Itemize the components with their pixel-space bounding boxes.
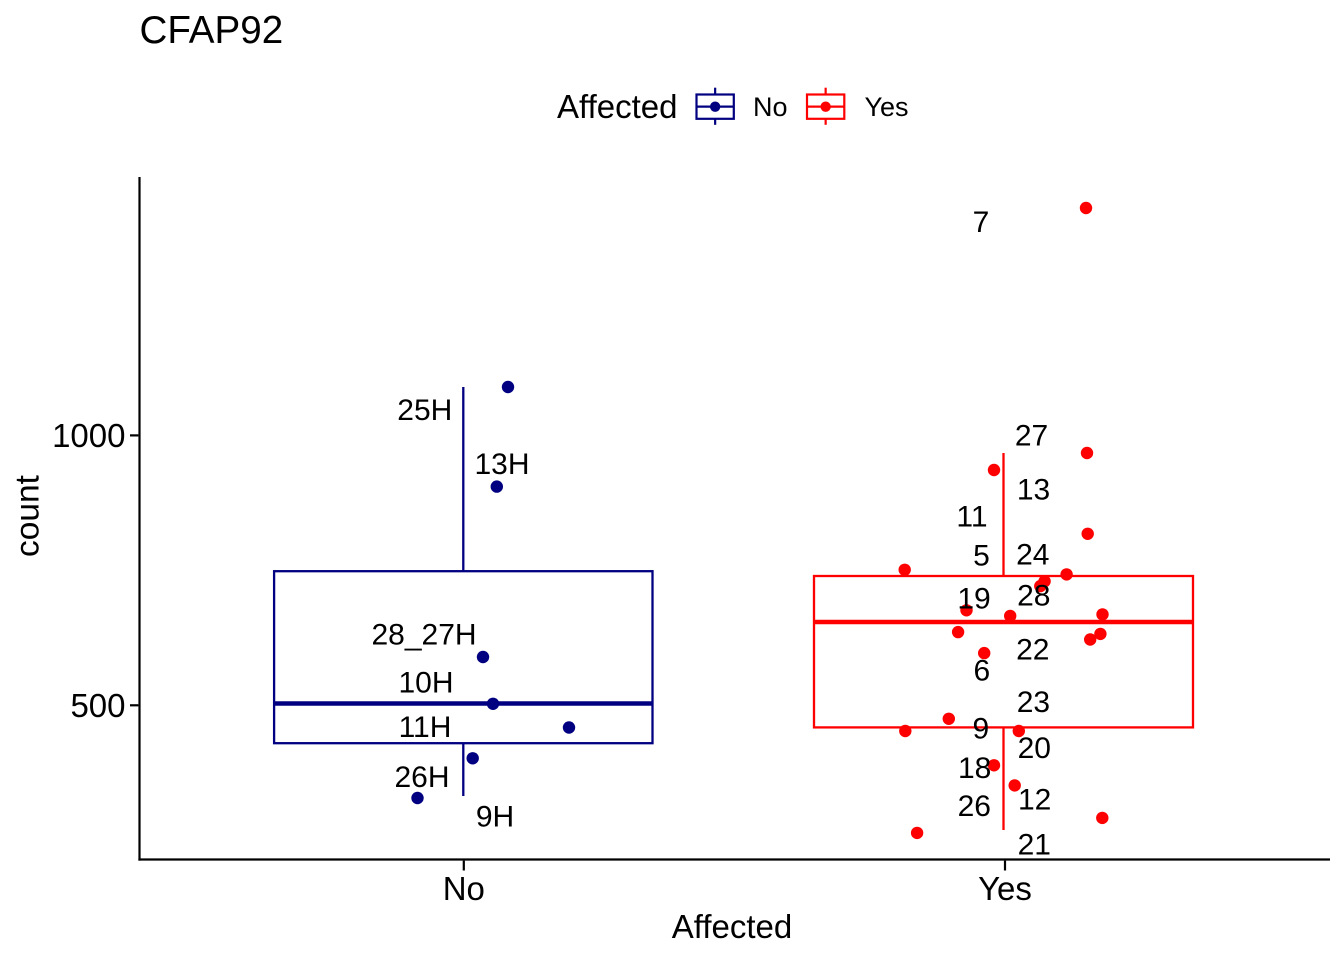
- svg-text:Affected: Affected: [672, 908, 792, 945]
- svg-text:11: 11: [956, 501, 987, 534]
- svg-text:count: count: [10, 474, 47, 557]
- svg-text:CFAP92: CFAP92: [140, 9, 284, 52]
- svg-text:27: 27: [1015, 420, 1048, 453]
- svg-text:No: No: [443, 870, 485, 907]
- svg-text:28_27H: 28_27H: [371, 619, 476, 652]
- svg-text:22: 22: [1016, 633, 1049, 666]
- svg-text:7: 7: [973, 206, 990, 239]
- svg-text:6: 6: [973, 655, 990, 688]
- svg-text:9: 9: [972, 713, 989, 746]
- svg-text:1000: 1000: [52, 417, 125, 454]
- svg-text:500: 500: [70, 687, 125, 724]
- svg-text:5: 5: [973, 539, 990, 572]
- svg-text:Affected: Affected: [557, 88, 677, 125]
- svg-text:20: 20: [1018, 732, 1051, 765]
- svg-text:11H: 11H: [399, 711, 452, 744]
- svg-text:28: 28: [1017, 580, 1050, 613]
- svg-text:21: 21: [1018, 829, 1051, 862]
- svg-text:12: 12: [1018, 784, 1051, 817]
- svg-text:18: 18: [958, 752, 991, 785]
- svg-text:Yes: Yes: [865, 92, 909, 122]
- svg-text:23: 23: [1017, 686, 1050, 719]
- svg-text:13: 13: [1017, 474, 1050, 507]
- svg-text:19: 19: [957, 583, 990, 616]
- svg-text:26H: 26H: [394, 761, 449, 794]
- svg-text:26: 26: [958, 790, 991, 823]
- svg-text:No: No: [753, 92, 788, 122]
- svg-text:9H: 9H: [476, 801, 514, 834]
- svg-text:10H: 10H: [398, 667, 453, 700]
- svg-text:24: 24: [1016, 538, 1049, 571]
- svg-text:Yes: Yes: [978, 870, 1032, 907]
- svg-text:25H: 25H: [397, 394, 452, 427]
- svg-text:13H: 13H: [474, 448, 529, 481]
